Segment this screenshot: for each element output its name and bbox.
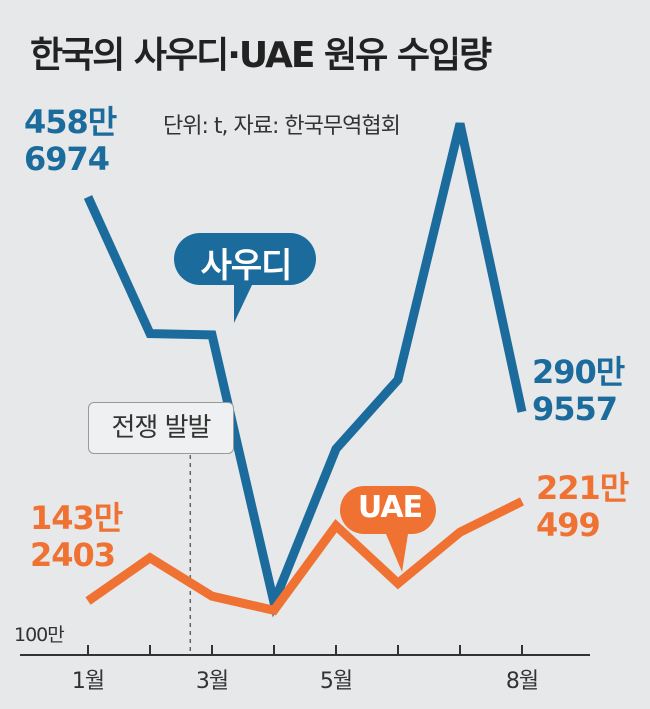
uae-start-value: 143만 2403 bbox=[30, 499, 123, 574]
chart-title: 한국의 사우디·UAE 원유 수입량 bbox=[30, 35, 492, 76]
x-tick-label-aug: 8월 bbox=[505, 669, 539, 694]
uae-end-value: 221만 499 bbox=[536, 469, 629, 544]
x-tick-label-jan: 1월 bbox=[71, 669, 105, 694]
uae-start-value-line1: 143만 bbox=[30, 499, 123, 537]
chart-source-note: 단위: t, 자료: 한국무역협회 bbox=[163, 114, 401, 139]
saudi-callout-bubble bbox=[174, 233, 316, 323]
uae-callout-bubble bbox=[340, 486, 436, 572]
saudi-start-value-line1: 458만 bbox=[24, 103, 117, 141]
x-axis-ticks bbox=[87, 645, 523, 655]
saudi-end-value-line1: 290만 bbox=[532, 353, 625, 391]
saudi-end-value-line2: 9557 bbox=[532, 390, 618, 428]
saudi-series-label: 사우디 bbox=[200, 246, 293, 286]
uae-series-line bbox=[85, 497, 525, 616]
uae-series-label: UAE bbox=[357, 490, 423, 525]
saudi-start-value-line2: 6974 bbox=[24, 140, 110, 178]
x-tick-label-mar: 3월 bbox=[195, 669, 229, 694]
y-axis-tick-label: 100만 bbox=[14, 624, 65, 646]
uae-end-value-line1: 221만 bbox=[536, 469, 629, 507]
uae-end-value-line2: 499 bbox=[536, 506, 601, 544]
saudi-series-line bbox=[83, 122, 527, 618]
saudi-end-value: 290만 9557 bbox=[532, 353, 625, 428]
uae-start-value-line2: 2403 bbox=[30, 536, 116, 574]
saudi-start-value: 458만 6974 bbox=[24, 103, 117, 178]
event-annotation: 전쟁 발발 bbox=[88, 402, 234, 454]
x-tick-label-may: 5월 bbox=[319, 669, 353, 694]
